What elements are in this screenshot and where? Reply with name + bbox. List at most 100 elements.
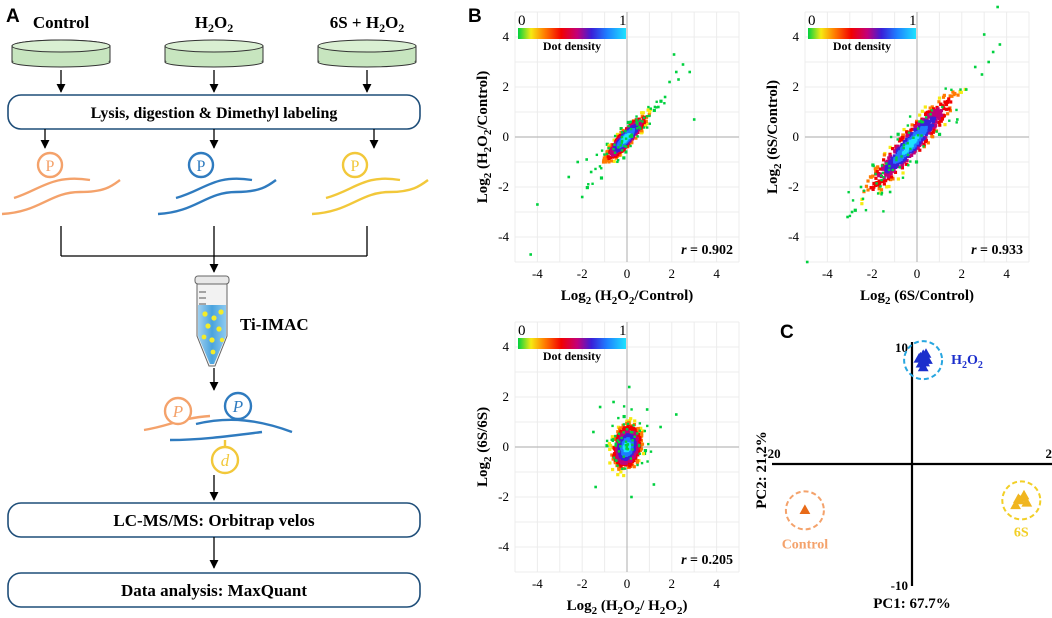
density-point	[607, 441, 611, 446]
density-point	[613, 151, 617, 154]
density-point	[612, 138, 616, 142]
ti-imac-label: Ti-IMAC	[240, 315, 309, 334]
density-point	[860, 202, 864, 206]
density-point	[912, 136, 915, 139]
density-point	[923, 112, 928, 117]
density-point	[636, 121, 639, 124]
density-point	[869, 186, 873, 190]
density-point	[626, 447, 630, 451]
x-tick-label: -4	[822, 266, 833, 281]
density-point	[934, 115, 938, 119]
density-point	[900, 138, 904, 142]
density-point	[614, 444, 617, 447]
density-point	[907, 144, 911, 148]
density-point	[902, 127, 906, 132]
labeled-peptides: P P P	[1, 151, 429, 216]
density-point	[920, 117, 924, 121]
density-point	[610, 438, 613, 441]
density-point	[927, 123, 932, 127]
density-point	[880, 178, 883, 182]
density-points	[585, 99, 666, 190]
density-point	[928, 106, 932, 110]
density-point	[895, 156, 898, 159]
outlier-point	[585, 158, 588, 161]
density-point	[923, 105, 927, 109]
density-point	[893, 150, 897, 154]
density-point	[600, 167, 603, 170]
density-point	[630, 135, 634, 138]
density-point	[905, 134, 909, 138]
density-point	[937, 132, 942, 136]
density-point	[636, 135, 639, 138]
outlier-point	[956, 118, 959, 121]
density-point	[891, 168, 895, 172]
density-point	[625, 428, 629, 431]
outlier-point	[982, 33, 986, 36]
density-point	[900, 166, 904, 170]
outlier-point	[846, 215, 849, 219]
density-point	[630, 408, 633, 411]
y-axis-label: Log2 (6S/Control)	[765, 80, 784, 194]
density-point	[638, 443, 641, 447]
density-point	[910, 123, 914, 127]
density-point	[612, 446, 617, 450]
outlier-point	[677, 78, 680, 81]
density-point	[848, 214, 852, 218]
density-point	[955, 108, 958, 112]
density-point	[617, 450, 621, 453]
x-axis-label: Log2 (H2O2/ H2O2)	[567, 598, 688, 617]
density-point	[600, 149, 604, 152]
density-point	[938, 113, 942, 117]
density-point	[901, 136, 905, 140]
lcms-label: LC-MS/MS: Orbitrap velos	[113, 511, 315, 530]
density-point	[616, 464, 619, 467]
density-point	[619, 127, 623, 131]
pca-point	[799, 504, 811, 514]
density-point	[880, 191, 884, 195]
density-point	[640, 111, 644, 115]
density-point	[912, 142, 916, 147]
density-point	[619, 144, 622, 147]
panel-label-a: A	[6, 6, 20, 27]
density-point	[626, 443, 629, 447]
density-point	[901, 176, 905, 179]
density-point	[629, 144, 632, 148]
sample-labels: Control H2O2 6S + H2O2	[33, 13, 404, 35]
density-point	[601, 160, 606, 164]
pca-group-label: H2O2	[951, 353, 983, 371]
density-point	[871, 174, 875, 178]
density-point	[936, 107, 940, 111]
density-point	[919, 129, 923, 134]
outlier-point	[805, 260, 809, 264]
density-point	[917, 123, 922, 127]
density-point	[928, 127, 932, 132]
density-point	[646, 126, 649, 129]
density-point	[918, 113, 922, 117]
density-point	[937, 100, 941, 104]
dish-h2o2	[164, 39, 264, 68]
density-point	[655, 106, 658, 109]
density-point	[893, 170, 898, 174]
y-axis-label: Log2 (H2O2/Control)	[475, 71, 494, 204]
density-point	[638, 125, 641, 129]
sample-label-control: Control	[33, 13, 90, 32]
outlier-point	[996, 5, 999, 9]
density-point	[623, 467, 627, 470]
density-point	[888, 145, 892, 149]
density-point	[944, 100, 948, 105]
density-point	[950, 88, 953, 92]
density-point	[612, 438, 615, 441]
density-point	[864, 184, 869, 188]
density-point	[919, 137, 923, 141]
density-point	[608, 145, 612, 149]
pc1-tick-max: 20	[1046, 446, 1052, 461]
density-point	[618, 133, 623, 138]
density-point	[599, 176, 604, 180]
density-point	[631, 431, 634, 434]
density-point	[629, 134, 632, 138]
y-tick-label: 0	[503, 129, 510, 144]
colorbar-label: Dot density	[833, 39, 891, 53]
colorbar-max: 1	[619, 13, 627, 29]
